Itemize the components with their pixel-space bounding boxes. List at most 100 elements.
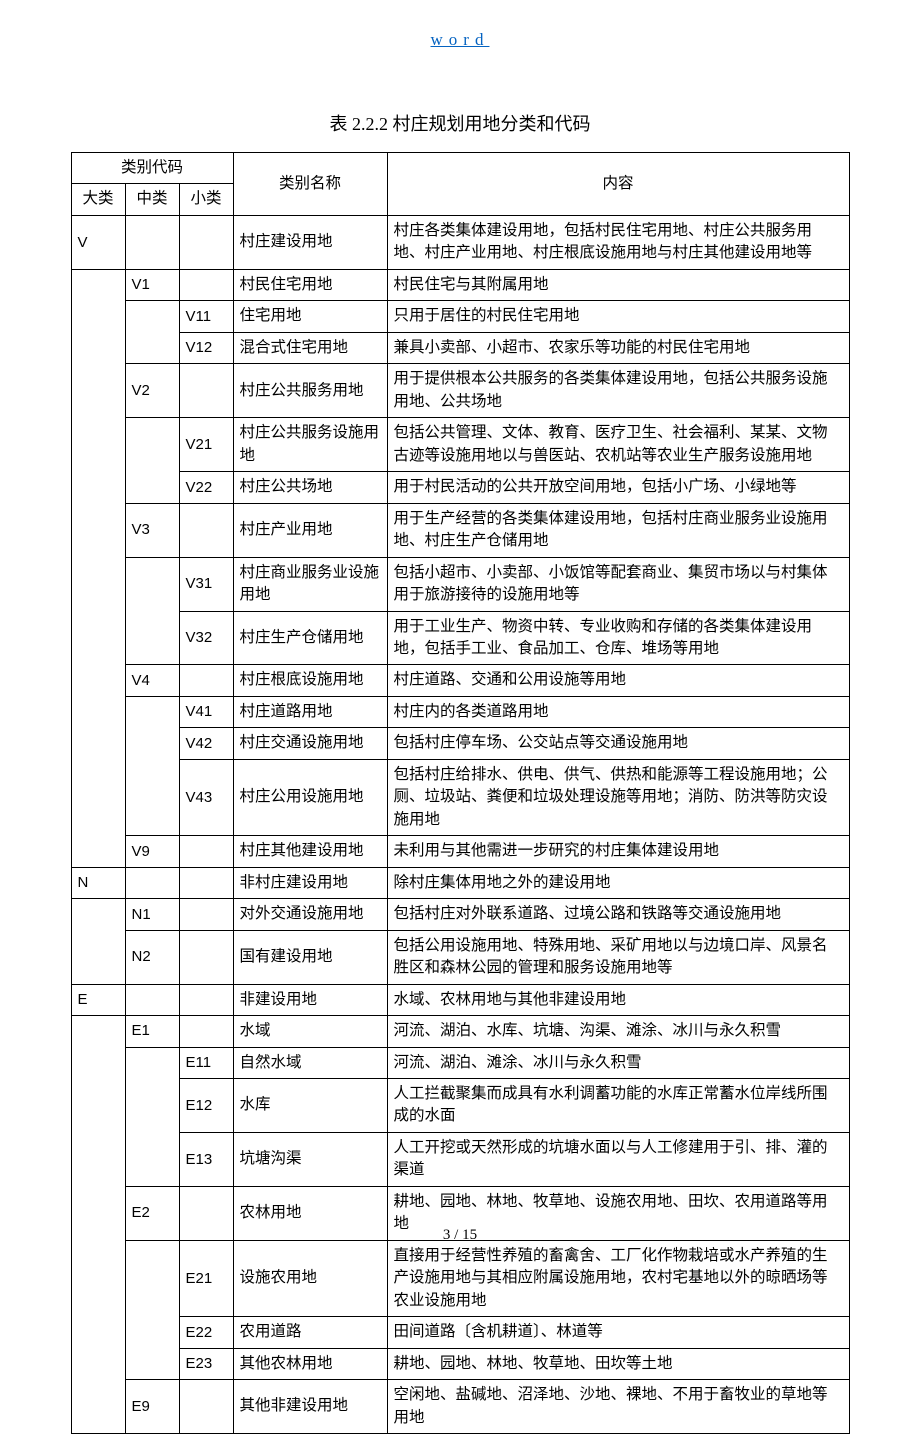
table-row: E13坑塘沟渠人工开挖或天然形成的坑塘水面以与人工修建用于引、排、灌的渠道 [71, 1132, 849, 1186]
table-row: V31村庄商业服务业设施用地包括小超市、小卖部、小饭馆等配套商业、集贸市场以与村… [71, 557, 849, 611]
cell-xiao: V22 [179, 472, 233, 503]
cell-name: 农用道路 [233, 1317, 387, 1348]
table-row: V4村庄根底设施用地村庄道路、交通和公用设施等用地 [71, 665, 849, 696]
table-row: E12水库人工拦截聚集而成具有水利调蓄功能的水库正常蓄水位岸线所围成的水面 [71, 1079, 849, 1133]
table-row: V22村庄公共场地用于村民活动的公共开放空间用地，包括小广场、小绿地等 [71, 472, 849, 503]
table-title: 表 2.2.2 村庄规划用地分类和代码 [0, 110, 920, 136]
cell-zhong: V1 [125, 269, 179, 300]
cell-xiao: V42 [179, 728, 233, 759]
cell-content: 除村庄集体用地之外的建设用地 [387, 867, 849, 898]
cell-name: 水域 [233, 1016, 387, 1047]
cell-content: 未利用与其他需进一步研究的村庄集体建设用地 [387, 836, 849, 867]
cell-content: 村庄内的各类道路用地 [387, 696, 849, 727]
cell-name: 非建设用地 [233, 984, 387, 1015]
cell-name: 水库 [233, 1079, 387, 1133]
cell-content: 包括小超市、小卖部、小饭馆等配套商业、集贸市场以与村集体用于旅游接待的设施用地等 [387, 557, 849, 611]
cell-content: 村庄道路、交通和公用设施等用地 [387, 665, 849, 696]
col-zhong: 中类 [125, 184, 179, 215]
cell-zhong [125, 867, 179, 898]
table-row: V3村庄产业用地用于生产经营的各类集体建设用地，包括村庄商业服务业设施用地、村庄… [71, 503, 849, 557]
cell-zhong [125, 1047, 179, 1186]
cell-zhong: E9 [125, 1380, 179, 1434]
table-body: V村庄建设用地村庄各类集体建设用地，包括村民住宅用地、村庄公共服务用地、村庄产业… [71, 215, 849, 1433]
cell-content: 用于提供根本公共服务的各类集体建设用地，包括公共服务设施用地、公共场地 [387, 364, 849, 418]
cell-content: 河流、湖泊、滩涂、冰川与永久积雪 [387, 1047, 849, 1078]
table-row: E1 水域河流、湖泊、水库、坑塘、沟渠、滩涂、冰川与永久积雪 [71, 1016, 849, 1047]
cell-content: 用于生产经营的各类集体建设用地，包括村庄商业服务业设施用地、村庄生产仓储用地 [387, 503, 849, 557]
cell-xiao: V11 [179, 301, 233, 332]
cell-xiao [179, 1380, 233, 1434]
cell-xiao: E22 [179, 1317, 233, 1348]
cell-zhong: V3 [125, 503, 179, 557]
table-row: V1 村民住宅用地村民住宅与其附属用地 [71, 269, 849, 300]
cell-xiao: V41 [179, 696, 233, 727]
cell-content: 村庄各类集体建设用地，包括村民住宅用地、村庄公共服务用地、村庄产业用地、村庄根底… [387, 215, 849, 269]
cell-content: 包括村庄给排水、供电、供气、供热和能源等工程设施用地；公厕、垃圾站、粪便和垃圾处… [387, 759, 849, 835]
cell-content: 水域、农林用地与其他非建设用地 [387, 984, 849, 1015]
header-link: word [0, 0, 920, 50]
cell-xiao: V12 [179, 332, 233, 363]
col-content: 内容 [387, 153, 849, 216]
table-row: N2国有建设用地包括公用设施用地、特殊用地、采矿用地以与边境口岸、风景名胜区和森… [71, 930, 849, 984]
cell-zhong: E1 [125, 1016, 179, 1047]
cell-zhong: N2 [125, 930, 179, 984]
cell-name: 村庄公共场地 [233, 472, 387, 503]
cell-name: 村庄其他建设用地 [233, 836, 387, 867]
page-number: 3 / 15 [443, 1227, 477, 1243]
table-row: V12混合式住宅用地兼具小卖部、小超市、农家乐等功能的村民住宅用地 [71, 332, 849, 363]
cell-content: 人工开挖或天然形成的坑塘水面以与人工修建用于引、排、灌的渠道 [387, 1132, 849, 1186]
table-row: V9村庄其他建设用地未利用与其他需进一步研究的村庄集体建设用地 [71, 836, 849, 867]
table-row: V21村庄公共服务设施用地包括公共管理、文体、教育、医疗卫生、社会福利、某某、文… [71, 418, 849, 472]
cell-name: 村民住宅用地 [233, 269, 387, 300]
cell-xiao [179, 364, 233, 418]
cell-xiao [179, 503, 233, 557]
cell-content: 田间道路〔含机耕道〕、林道等 [387, 1317, 849, 1348]
cell-name: 村庄公共服务用地 [233, 364, 387, 418]
cell-content: 包括村庄停车场、公交站点等交通设施用地 [387, 728, 849, 759]
cell-xiao: V21 [179, 418, 233, 472]
cell-content: 用于工业生产、物资中转、专业收购和存储的各类集体建设用地，包括手工业、食品加工、… [387, 611, 849, 665]
cell-content: 包括村庄对外联系道路、过境公路和铁路等交通设施用地 [387, 899, 849, 930]
cell-xiao: E23 [179, 1348, 233, 1379]
table-row: N非村庄建设用地除村庄集体用地之外的建设用地 [71, 867, 849, 898]
cell-content: 空闲地、盐碱地、沼泽地、沙地、裸地、不用于畜牧业的草地等用地 [387, 1380, 849, 1434]
cell-content: 村民住宅与其附属用地 [387, 269, 849, 300]
col-code-group: 类别代码 [71, 153, 233, 184]
cell-name: 住宅用地 [233, 301, 387, 332]
col-da: 大类 [71, 184, 125, 215]
table-row: V32村庄生产仓储用地用于工业生产、物资中转、专业收购和存储的各类集体建设用地，… [71, 611, 849, 665]
cell-name: 村庄道路用地 [233, 696, 387, 727]
cell-zhong [125, 557, 179, 665]
cell-xiao [179, 269, 233, 300]
table-row: E9 其他非建设用地空闲地、盐碱地、沼泽地、沙地、裸地、不用于畜牧业的草地等用地 [71, 1380, 849, 1434]
table-row: V42村庄交通设施用地包括村庄停车场、公交站点等交通设施用地 [71, 728, 849, 759]
cell-content: 用于村民活动的公共开放空间用地，包括小广场、小绿地等 [387, 472, 849, 503]
cell-da: E [71, 984, 125, 1015]
cell-name: 自然水域 [233, 1047, 387, 1078]
cell-da: N [71, 867, 125, 898]
cell-xiao: E11 [179, 1047, 233, 1078]
cell-name: 村庄建设用地 [233, 215, 387, 269]
cell-xiao [179, 215, 233, 269]
cell-name: 混合式住宅用地 [233, 332, 387, 363]
cell-zhong [125, 696, 179, 835]
cell-zhong: N1 [125, 899, 179, 930]
table-row: E23其他农林用地耕地、园地、林地、牧草地、田坎等土地 [71, 1348, 849, 1379]
cell-content: 只用于居住的村民住宅用地 [387, 301, 849, 332]
cell-zhong [125, 301, 179, 364]
table-row: V41村庄道路用地村庄内的各类道路用地 [71, 696, 849, 727]
cell-da [71, 899, 125, 984]
cell-name: 村庄公用设施用地 [233, 759, 387, 835]
cell-xiao: V43 [179, 759, 233, 835]
cell-zhong: V4 [125, 665, 179, 696]
cell-content: 河流、湖泊、水库、坑塘、沟渠、滩涂、冰川与永久积雪 [387, 1016, 849, 1047]
page-footer: 3 / 15 [0, 1227, 920, 1244]
cell-name: 村庄生产仓储用地 [233, 611, 387, 665]
header-link-text[interactable]: word [431, 30, 490, 49]
table-row: E21设施农用地直接用于经营性养殖的畜禽舍、工厂化作物栽培或水产养殖的生产设施用… [71, 1240, 849, 1316]
cell-zhong [125, 418, 179, 503]
cell-name: 坑塘沟渠 [233, 1132, 387, 1186]
cell-name: 其他非建设用地 [233, 1380, 387, 1434]
table-row: V2村庄公共服务用地用于提供根本公共服务的各类集体建设用地，包括公共服务设施用地… [71, 364, 849, 418]
cell-xiao: E13 [179, 1132, 233, 1186]
